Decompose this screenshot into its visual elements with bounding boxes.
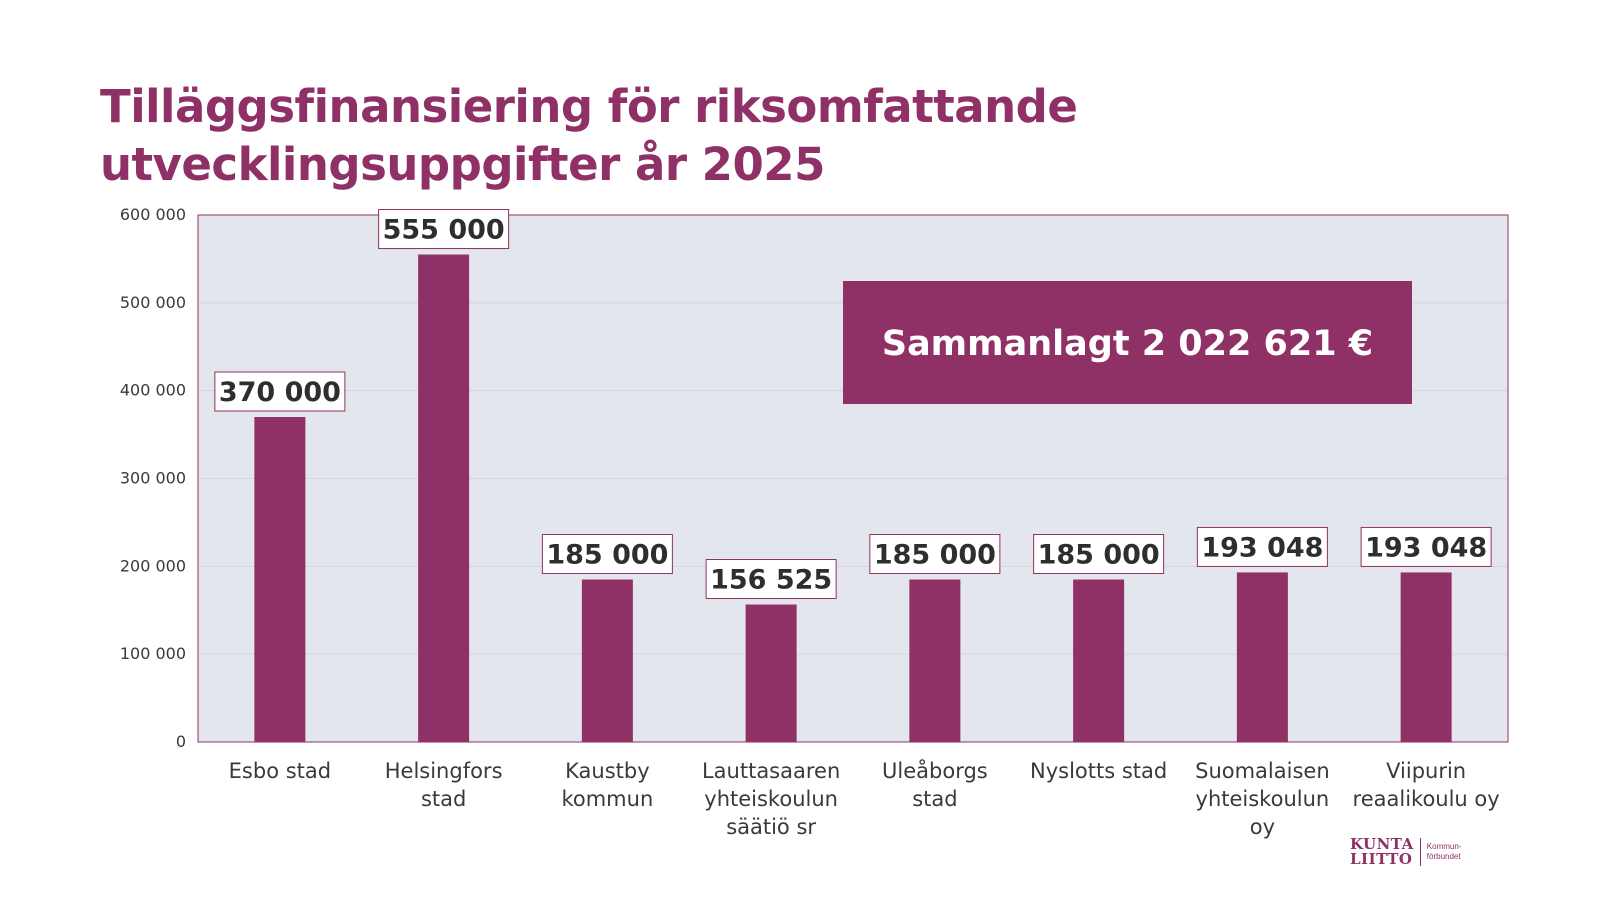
data-label: 185 000	[874, 540, 996, 571]
x-tick-label-line: yhteiskoulun	[1196, 787, 1330, 811]
x-tick-label-line: reaalikoulu oy	[1353, 787, 1500, 811]
plot-border	[197, 214, 1509, 743]
x-tick-label-line: säätiö sr	[726, 815, 816, 839]
bar	[909, 579, 961, 742]
data-label: 193 048	[1365, 532, 1487, 563]
bar	[1236, 572, 1288, 742]
x-tick-label-line: Esbo stad	[229, 759, 331, 783]
logo-divider	[1419, 838, 1421, 866]
y-tick-label: 0	[176, 732, 186, 751]
logo-wordmark: KUNTA LIITTO	[1350, 837, 1414, 867]
total-label: Sammanlagt 2 022 621 €	[882, 324, 1373, 364]
x-tick-label-line: Nyslotts stad	[1030, 759, 1167, 783]
x-tick-label-line: stad	[912, 787, 957, 811]
y-tick-label: 400 000	[120, 381, 186, 400]
y-tick-label: 300 000	[120, 469, 186, 488]
logo-sub-bottom: förbundet	[1426, 852, 1461, 861]
y-tick-label: 200 000	[120, 556, 186, 575]
x-tick-label-line: oy	[1250, 815, 1275, 839]
data-label-box	[869, 534, 1001, 575]
x-tick-label: Nyslotts stad	[1030, 759, 1167, 783]
bar	[745, 604, 797, 742]
y-tick-label: 500 000	[120, 293, 186, 312]
x-tick-label: Lauttasaaren yhteiskoulun säätiö sr	[702, 759, 840, 839]
bar	[254, 417, 306, 742]
kuntaliitto-logo: KUNTA LIITTO Kommun- förbundet	[1350, 832, 1461, 872]
chart-title-line-2: utvecklingsuppgifter år 2025	[100, 138, 825, 191]
y-tick-label: 100 000	[120, 644, 186, 663]
logo-word-bottom: LIITTO	[1350, 850, 1413, 868]
chart-title: Tilläggsfinansiering för riksomfattande …	[100, 78, 1300, 194]
x-tick-label-line: stad	[421, 787, 466, 811]
data-label-box	[541, 534, 673, 575]
x-tick-label-line: kommun	[561, 787, 653, 811]
bar	[1073, 579, 1125, 742]
logo-word-top: KUNTA	[1350, 835, 1414, 853]
x-tick-label-line: Helsingfors	[385, 759, 503, 783]
data-label-box	[1360, 526, 1492, 567]
bar	[1400, 572, 1452, 742]
data-label-box	[378, 209, 510, 250]
x-tick-label-line: Lauttasaaren	[702, 759, 840, 783]
x-tick-label: Esbo stad	[229, 759, 331, 783]
data-label-box	[705, 559, 837, 600]
x-tick-label-line: Kaustby	[565, 759, 650, 783]
data-label-box	[214, 371, 346, 412]
data-label: 156 525	[710, 565, 832, 596]
data-label: 185 000	[546, 540, 668, 571]
data-label: 193 048	[1201, 532, 1323, 563]
x-tick-label: Suomalaisen yhteiskoulun oy	[1195, 759, 1330, 839]
x-tick-label-line: Uleåborgs	[882, 758, 988, 783]
x-tick-label-line: Suomalaisen	[1195, 759, 1330, 783]
data-label: 370 000	[219, 377, 341, 408]
bar	[581, 579, 633, 742]
x-tick-label: Uleåborgs stad	[882, 758, 988, 811]
x-tick-label: Helsingfors stad	[385, 759, 503, 811]
x-tick-label: Kaustby kommun	[561, 759, 653, 811]
x-tick-label-line: Viipurin	[1386, 759, 1466, 783]
chart-title-line-1: Tilläggsfinansiering för riksomfattande	[100, 80, 1078, 133]
y-tick-label: 600 000	[120, 205, 186, 224]
logo-subtitle: Kommun- förbundet	[1427, 842, 1462, 862]
total-banner	[843, 281, 1412, 404]
data-label-box	[1033, 534, 1165, 575]
data-label: 185 000	[1038, 540, 1160, 571]
x-tick-label: Viipurin reaalikoulu oy	[1353, 759, 1500, 811]
bar	[418, 254, 470, 742]
x-tick-label-line: yhteiskoulun	[704, 787, 838, 811]
data-label-box	[1196, 526, 1328, 567]
data-label: 555 000	[383, 215, 505, 246]
logo-sub-top: Kommun-	[1426, 842, 1462, 851]
